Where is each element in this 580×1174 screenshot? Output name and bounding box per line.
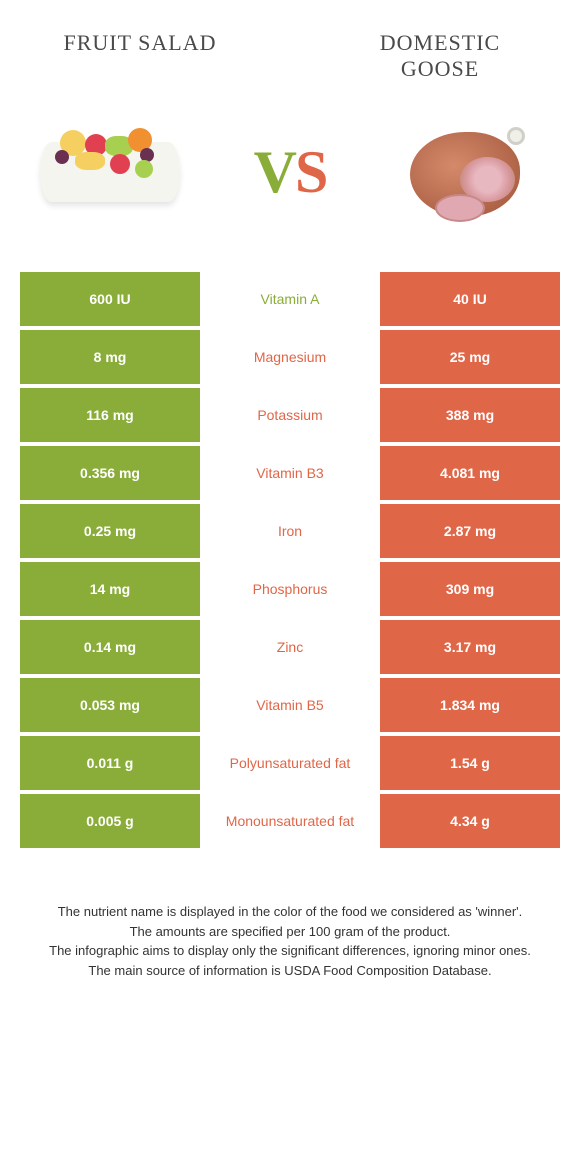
- goose-illustration: [390, 102, 550, 242]
- left-value: 0.25 mg: [20, 504, 200, 558]
- right-food-title: Domestic goose: [340, 30, 540, 82]
- table-row: 116 mgPotassium388 mg: [20, 388, 560, 442]
- right-value: 4.34 g: [380, 794, 560, 848]
- footer-line: The infographic aims to display only the…: [30, 941, 550, 961]
- table-row: 0.005 gMonounsaturated fat4.34 g: [20, 794, 560, 848]
- table-row: 0.356 mgVitamin B34.081 mg: [20, 446, 560, 500]
- left-value: 116 mg: [20, 388, 200, 442]
- vs-v: V: [254, 139, 295, 205]
- footer-line: The amounts are specified per 100 gram o…: [30, 922, 550, 942]
- vs-label: VS: [254, 138, 327, 207]
- footer-line: The nutrient name is displayed in the co…: [30, 902, 550, 922]
- left-food-title: Fruit salad: [40, 30, 240, 82]
- left-value: 0.356 mg: [20, 446, 200, 500]
- nutrient-label: Magnesium: [200, 330, 380, 384]
- vs-s: S: [295, 139, 326, 205]
- left-value: 0.053 mg: [20, 678, 200, 732]
- left-value: 0.011 g: [20, 736, 200, 790]
- left-value: 8 mg: [20, 330, 200, 384]
- fruit-salad-illustration: [30, 102, 190, 242]
- right-value: 388 mg: [380, 388, 560, 442]
- right-value: 40 IU: [380, 272, 560, 326]
- nutrient-label: Vitamin B5: [200, 678, 380, 732]
- right-value: 3.17 mg: [380, 620, 560, 674]
- nutrient-label: Monounsaturated fat: [200, 794, 380, 848]
- nutrient-label: Zinc: [200, 620, 380, 674]
- comparison-table: 600 IUVitamin A40 IU8 mgMagnesium25 mg11…: [0, 272, 580, 848]
- footer-notes: The nutrient name is displayed in the co…: [0, 852, 580, 980]
- table-row: 0.14 mgZinc3.17 mg: [20, 620, 560, 674]
- left-value: 600 IU: [20, 272, 200, 326]
- right-value: 4.081 mg: [380, 446, 560, 500]
- table-row: 0.053 mgVitamin B51.834 mg: [20, 678, 560, 732]
- left-value: 0.14 mg: [20, 620, 200, 674]
- right-value: 25 mg: [380, 330, 560, 384]
- table-row: 600 IUVitamin A40 IU: [20, 272, 560, 326]
- nutrient-label: Vitamin B3: [200, 446, 380, 500]
- nutrient-label: Potassium: [200, 388, 380, 442]
- table-row: 0.25 mgIron2.87 mg: [20, 504, 560, 558]
- nutrient-label: Phosphorus: [200, 562, 380, 616]
- right-value: 1.54 g: [380, 736, 560, 790]
- nutrient-label: Iron: [200, 504, 380, 558]
- nutrient-label: Vitamin A: [200, 272, 380, 326]
- left-value: 0.005 g: [20, 794, 200, 848]
- left-value: 14 mg: [20, 562, 200, 616]
- nutrient-label: Polyunsaturated fat: [200, 736, 380, 790]
- table-row: 8 mgMagnesium25 mg: [20, 330, 560, 384]
- table-row: 14 mgPhosphorus309 mg: [20, 562, 560, 616]
- right-value: 1.834 mg: [380, 678, 560, 732]
- right-value: 309 mg: [380, 562, 560, 616]
- hero-row: VS: [0, 92, 580, 272]
- table-row: 0.011 gPolyunsaturated fat1.54 g: [20, 736, 560, 790]
- header: Fruit salad Domestic goose: [0, 0, 580, 92]
- footer-line: The main source of information is USDA F…: [30, 961, 550, 981]
- right-value: 2.87 mg: [380, 504, 560, 558]
